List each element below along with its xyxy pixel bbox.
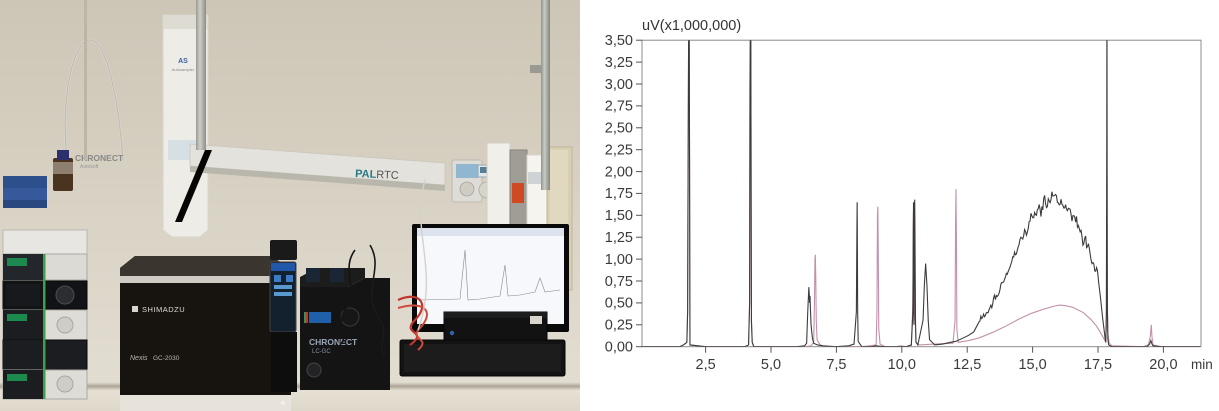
svg-text:15,0: 15,0: [1018, 357, 1046, 373]
svg-text:1,75: 1,75: [605, 186, 633, 202]
svg-text:0,25: 0,25: [605, 318, 633, 334]
svg-text:3,00: 3,00: [605, 77, 633, 93]
svg-text:CHRONECT: CHRONECT: [75, 153, 124, 163]
svg-text:3,25: 3,25: [605, 55, 633, 71]
svg-text:0,75: 0,75: [605, 274, 633, 290]
svg-text:0,00: 0,00: [605, 340, 633, 356]
svg-text:0,50: 0,50: [605, 296, 633, 312]
svg-text:Nexis: Nexis: [130, 355, 148, 362]
svg-text:2,5: 2,5: [696, 357, 716, 373]
svg-text:3,50: 3,50: [605, 33, 633, 49]
svg-text:uV(x1,000,000): uV(x1,000,000): [642, 18, 741, 34]
svg-text:20,0: 20,0: [1149, 357, 1177, 373]
svg-text:10,0: 10,0: [888, 357, 916, 373]
svg-text:2,25: 2,25: [605, 143, 633, 159]
svg-text:2,50: 2,50: [605, 121, 633, 137]
svg-text:CHRONECT: CHRONECT: [309, 337, 358, 347]
svg-text:2,75: 2,75: [605, 99, 633, 115]
svg-text:AS: AS: [178, 58, 188, 65]
svg-text:Autosoft: Autosoft: [80, 164, 99, 170]
svg-text:12,5: 12,5: [953, 357, 981, 373]
svg-text:1,50: 1,50: [605, 208, 633, 224]
svg-text:SHIMADZU: SHIMADZU: [142, 305, 185, 314]
svg-text:Autosampler: Autosampler: [172, 67, 195, 72]
svg-text:5,0: 5,0: [761, 357, 781, 373]
svg-text:17,5: 17,5: [1084, 357, 1112, 373]
svg-text:1,25: 1,25: [605, 230, 633, 246]
svg-text:1,00: 1,00: [605, 252, 633, 268]
svg-text:LC-GC: LC-GC: [312, 349, 331, 355]
svg-text:min: min: [1191, 357, 1213, 372]
svg-text:GC-2030: GC-2030: [153, 355, 180, 362]
svg-text:PALRTC: PALRTC: [355, 168, 399, 182]
svg-text:2,00: 2,00: [605, 164, 633, 180]
svg-text:7,5: 7,5: [826, 357, 846, 373]
